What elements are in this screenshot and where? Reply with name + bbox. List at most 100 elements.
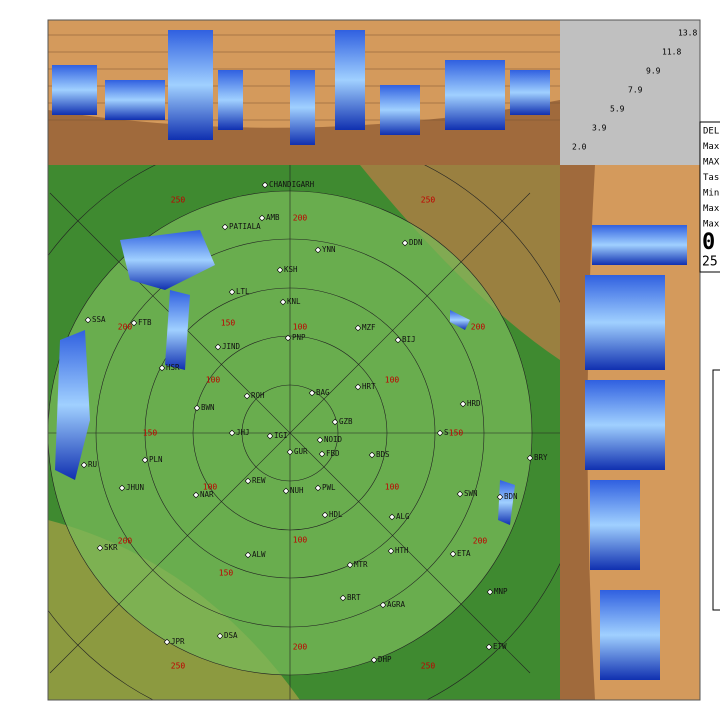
station-marker <box>158 364 166 372</box>
station-marker <box>318 450 326 458</box>
station-marker <box>286 448 294 456</box>
station-label: RU <box>88 460 97 469</box>
station-label: JPR <box>171 637 185 646</box>
station-marker <box>216 632 224 640</box>
station-marker <box>354 324 362 332</box>
station-marker <box>266 432 274 440</box>
station-label: PWL <box>322 483 336 492</box>
height-label: 2.0 <box>572 143 587 152</box>
top-echoes <box>52 30 550 145</box>
station-label: FBD <box>326 449 340 458</box>
station-marker <box>339 594 347 602</box>
station-label: SSA <box>92 315 106 324</box>
map-echoes <box>55 230 515 525</box>
station-marker <box>284 334 292 342</box>
station-marker <box>354 383 362 391</box>
station-label: JHJ <box>236 428 250 437</box>
station-marker <box>96 544 104 552</box>
station-marker <box>244 551 252 559</box>
station-marker <box>526 454 534 462</box>
station-label: HRD <box>467 399 481 408</box>
range-label: 250 <box>421 662 436 671</box>
station-marker <box>141 456 149 464</box>
station-label: BDS <box>376 450 390 459</box>
station-label: BAG <box>316 388 330 397</box>
station-marker <box>456 490 464 498</box>
station-marker <box>485 643 493 651</box>
station-label: FTB <box>138 318 152 327</box>
station-label: NOID <box>324 435 343 444</box>
station-marker <box>80 461 88 469</box>
station-marker <box>214 343 222 351</box>
station-label: MZF <box>362 323 376 332</box>
range-label: 250 <box>171 662 186 671</box>
station-marker <box>346 561 354 569</box>
range-label: 100 <box>293 323 308 332</box>
station-marker <box>321 511 329 519</box>
station-label: KNL <box>287 297 301 306</box>
station-label: LTL <box>236 287 250 296</box>
range-label: 200 <box>471 323 486 332</box>
legend-box <box>712 369 720 611</box>
range-label: 100 <box>203 483 218 492</box>
station-marker <box>368 451 376 459</box>
station-marker <box>276 266 284 274</box>
station-marker <box>316 436 324 444</box>
station-label: ALW <box>252 550 266 559</box>
info-line: Min <box>703 189 719 199</box>
station-label: IGI <box>274 431 288 440</box>
station-marker <box>163 638 171 646</box>
station-marker <box>449 550 457 558</box>
station-label: BDN <box>504 492 518 501</box>
station-label: DSA <box>224 631 238 640</box>
info-line: Max <box>703 204 720 214</box>
station-marker <box>221 223 229 231</box>
station-marker <box>331 418 339 426</box>
info-line: Max <box>703 220 720 230</box>
range-label: 200 <box>293 643 308 652</box>
station-marker <box>130 319 138 327</box>
info-big: 0 <box>702 230 715 255</box>
station-label: GZB <box>339 417 353 426</box>
station-label: HRT <box>362 382 376 391</box>
range-label: 100 <box>206 376 221 385</box>
info-line: DEL <box>703 127 719 137</box>
station-label: AGRA <box>387 600 406 609</box>
station-label: PATIALA <box>229 222 261 231</box>
station-marker <box>314 484 322 492</box>
station-label: ETW <box>493 642 507 651</box>
station-marker <box>228 429 236 437</box>
range-label: 150 <box>219 569 234 578</box>
frame <box>47 19 701 701</box>
height-label: 3.9 <box>592 124 607 133</box>
station-label: NUH <box>290 486 304 495</box>
station-label: BIJ <box>402 335 416 344</box>
range-rings <box>48 165 560 700</box>
range-label: 100 <box>385 483 400 492</box>
station-marker <box>193 404 201 412</box>
station-label: MNP <box>494 587 508 596</box>
station-label: JIND <box>222 342 241 351</box>
range-label: 100 <box>293 536 308 545</box>
station-marker <box>261 181 269 189</box>
station-label: BRT <box>347 593 361 602</box>
station-label: ETA <box>457 549 471 558</box>
station-marker <box>370 656 378 664</box>
station-label: S <box>444 428 449 437</box>
station-marker <box>436 429 444 437</box>
station-label: ALG <box>396 512 410 521</box>
info-small: 25 <box>702 255 718 270</box>
height-label: 9.9 <box>646 67 661 76</box>
range-label: 150 <box>143 429 158 438</box>
station-marker <box>279 298 287 306</box>
height-label: 7.9 <box>628 86 643 95</box>
station-marker <box>379 601 387 609</box>
station-label: YNN <box>322 245 336 254</box>
height-label: 11.8 <box>662 48 681 57</box>
range-label: 150 <box>449 429 464 438</box>
station-marker <box>228 288 236 296</box>
height-label: 13.8 <box>678 29 697 38</box>
station-marker <box>314 246 322 254</box>
info-line: Max <box>703 142 720 152</box>
range-label: 200 <box>118 537 133 546</box>
